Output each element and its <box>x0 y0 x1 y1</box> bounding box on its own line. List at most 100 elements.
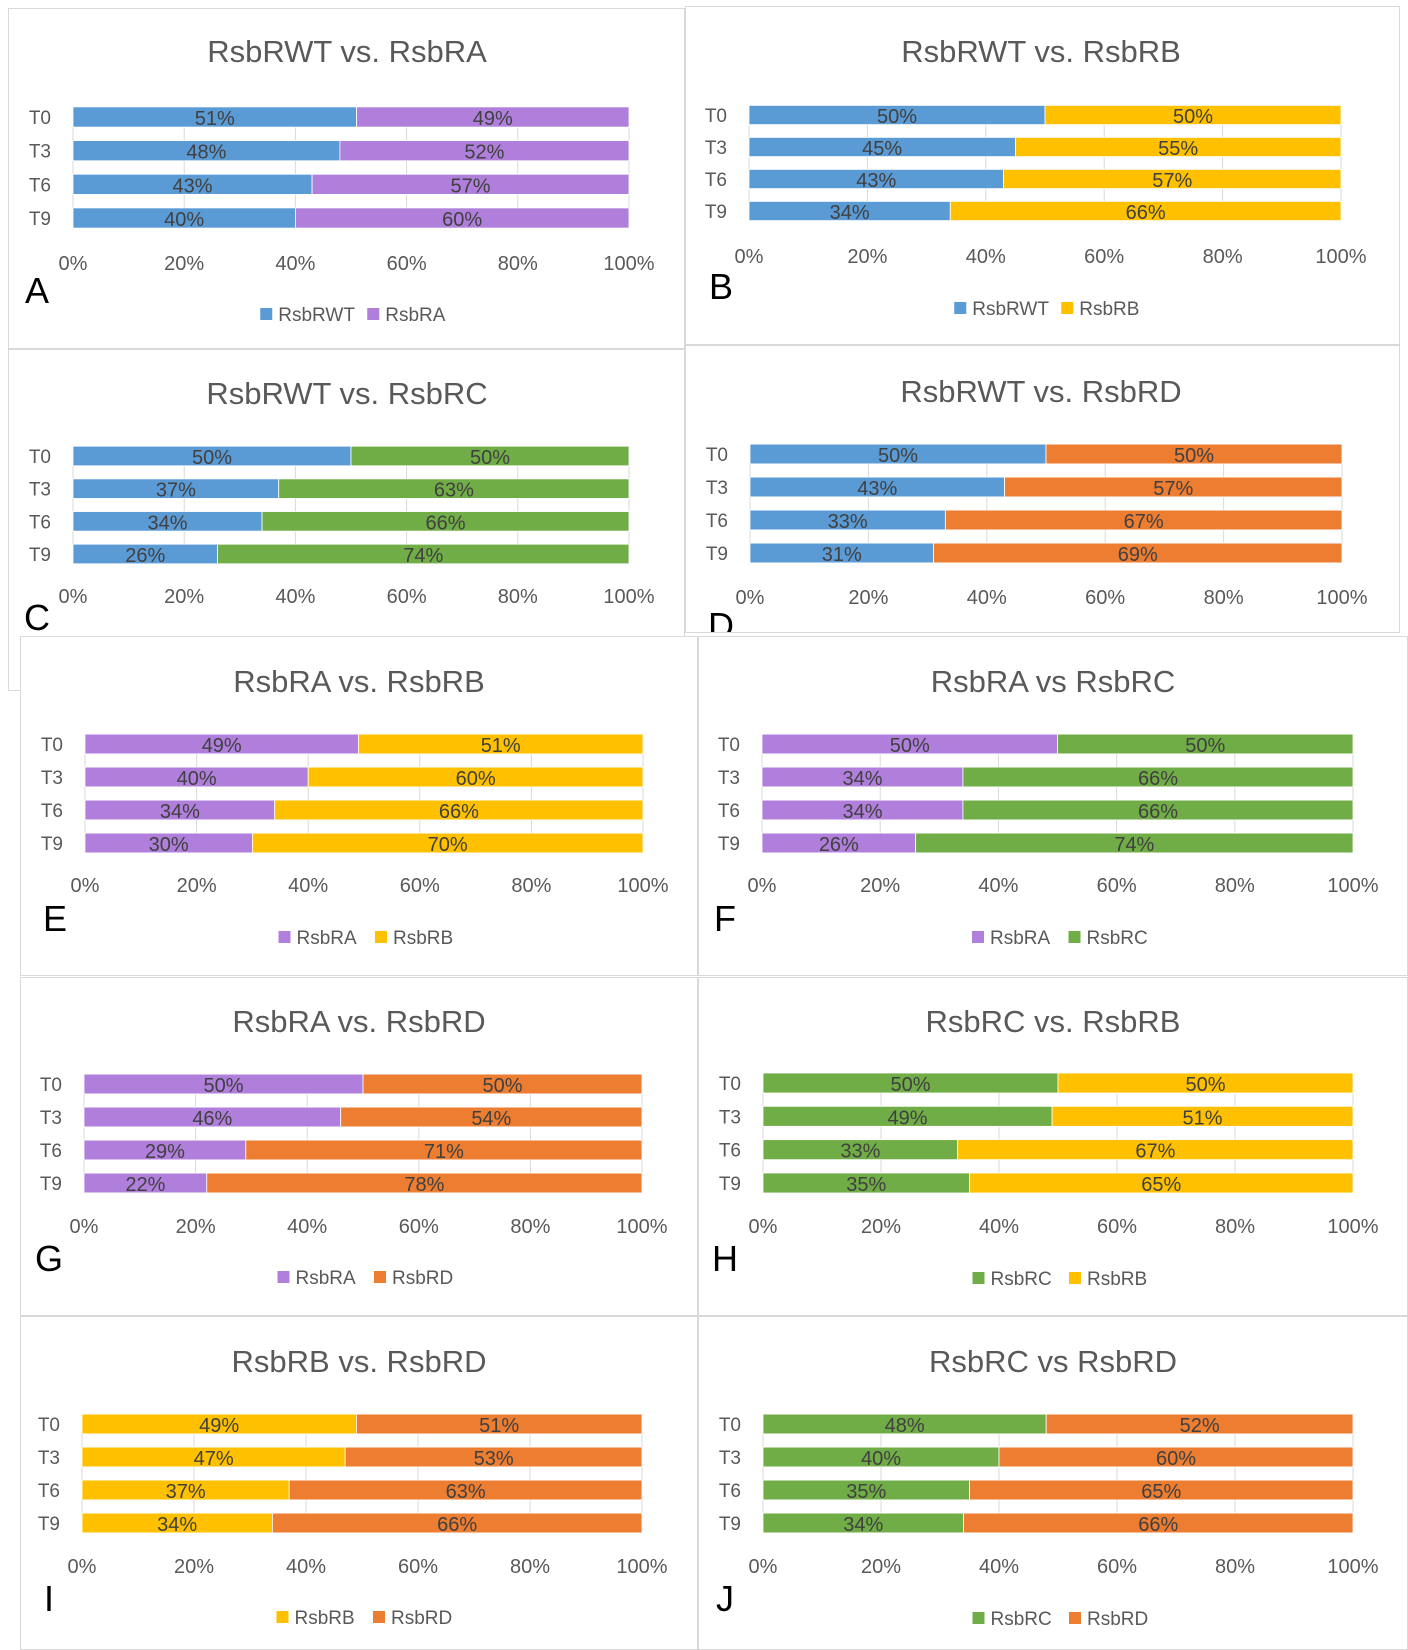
data-label: 43% <box>173 175 213 197</box>
data-label: 43% <box>856 170 896 192</box>
data-label: 34% <box>160 801 200 823</box>
data-label: 34% <box>843 1514 883 1536</box>
bar-rsbrd-t3 <box>998 1446 1354 1468</box>
x-tick-label: 40% <box>288 875 328 897</box>
legend-swatch-rsbrb <box>1069 1272 1081 1284</box>
bar-rsbrd-t9 <box>206 1172 643 1194</box>
data-label: 34% <box>148 512 188 534</box>
bar-rsbrb-t3 <box>1014 136 1342 157</box>
bar-rsbrb-t3 <box>1051 1105 1354 1127</box>
x-tick-label: 60% <box>1085 587 1125 609</box>
y-tick-label: T6 <box>719 1141 741 1162</box>
legend-label: RsbRA <box>385 305 446 326</box>
data-label: 66% <box>1138 1514 1178 1536</box>
data-label: 50% <box>890 1074 930 1096</box>
panel-letter: I <box>44 1578 54 1619</box>
data-label: 31% <box>822 544 862 566</box>
bar-rsbrb-t6 <box>274 799 644 821</box>
y-tick-label: T3 <box>719 1107 741 1128</box>
legend-label: RsbRC <box>1087 928 1148 949</box>
data-label: 78% <box>404 1174 444 1196</box>
bar-rsbrd-t6 <box>245 1139 643 1161</box>
data-label: 50% <box>192 447 232 469</box>
data-label: 51% <box>481 735 521 757</box>
x-tick-label: 0% <box>59 253 88 275</box>
y-tick-label: T9 <box>41 834 63 855</box>
bar-rsbrb-t0 <box>1057 1072 1354 1094</box>
bar-rsbrc-t3 <box>278 478 630 499</box>
data-label: 50% <box>470 447 510 469</box>
data-label: 57% <box>451 175 491 197</box>
chart-title: RsbRWT vs. RsbRC <box>206 376 487 411</box>
y-tick-label: T6 <box>38 1481 60 1502</box>
data-label: 57% <box>1153 478 1193 500</box>
bar-rsbrd-t9 <box>271 1512 643 1534</box>
x-tick-label: 80% <box>510 1216 550 1238</box>
chart-svg: RsbRC vs RsbRD 0% 20% 40% 60% 80% 100% T0 48% 52%… <box>716 1344 1379 1630</box>
data-label: 50% <box>1174 445 1214 467</box>
legend-swatch-rsbra <box>972 931 984 943</box>
x-tick-label: 100% <box>617 875 668 897</box>
data-label: 34% <box>830 202 870 224</box>
x-tick-label: 100% <box>603 253 654 275</box>
x-tick-label: 100% <box>1327 1556 1378 1578</box>
x-tick-label: 100% <box>1316 587 1367 609</box>
chart-panel-c: RsbRWT vs. RsbRC 0% 20% 40% 60% 80% 100% T0 50% 5… <box>8 349 685 691</box>
bar-rsbrb-t3 <box>307 766 644 788</box>
bar-rsbrd-t9 <box>963 1512 1354 1534</box>
x-tick-label: 0% <box>70 1216 99 1238</box>
chart-svg: RsbRWT vs. RsbRC 0% 20% 40% 60% 80% 100% T0 50% 5… <box>24 376 655 638</box>
data-label: 53% <box>474 1448 514 1470</box>
y-tick-label: T6 <box>718 801 740 822</box>
bar-rsbrc-t0 <box>1057 733 1354 755</box>
x-tick-label: 40% <box>978 875 1018 897</box>
data-label: 66% <box>1138 801 1178 823</box>
bar-rsbrd-t3 <box>1004 476 1343 498</box>
y-tick-label: T0 <box>29 108 51 129</box>
y-tick-label: T9 <box>706 544 728 565</box>
chart-panel-i: RsbRB vs. RsbRD 0% 20% 40% 60% 80% 100% T0 49% 51… <box>20 1316 698 1650</box>
bar-rsbrd-t9 <box>933 542 1343 564</box>
data-label: 51% <box>1183 1107 1223 1129</box>
chart-panel-e: RsbRA vs. RsbRB 0% 20% 40% 60% 80% 100% T0 49% 51… <box>20 636 698 976</box>
panel-letter: J <box>716 1578 734 1619</box>
legend-swatch-rsbrb <box>276 1611 289 1623</box>
data-label: 63% <box>446 1481 486 1503</box>
data-label: 50% <box>203 1075 243 1097</box>
y-tick-label: T0 <box>40 1075 62 1096</box>
bar-rsbrb-t6 <box>1003 168 1342 189</box>
data-label: 29% <box>145 1141 185 1163</box>
x-tick-label: 80% <box>510 1556 550 1578</box>
bar-rsbrb-t9 <box>969 1172 1354 1194</box>
x-tick-label: 0% <box>71 875 100 897</box>
legend-label: RsbRD <box>392 1268 453 1289</box>
legend-label: RsbRB <box>295 1608 355 1629</box>
chart-panel-a: RsbRWT vs. RsbRA 0% 20% 40% 60% 80% 100% T0 51% 4… <box>8 8 685 349</box>
data-label: 67% <box>1124 511 1164 533</box>
y-tick-label: T0 <box>38 1415 60 1436</box>
data-label: 33% <box>828 511 868 533</box>
data-label: 22% <box>125 1174 165 1196</box>
chart-title: RsbRA vs RsbRC <box>931 664 1176 699</box>
bar-rsbra-t0 <box>356 106 630 128</box>
y-tick-label: T3 <box>29 480 51 501</box>
legend-label: RsbRWT <box>972 299 1049 320</box>
legend-label: RsbRB <box>393 928 453 949</box>
legend-label: RsbRD <box>1087 1609 1148 1630</box>
chart-panel-f: RsbRA vs RsbRC 0% 20% 40% 60% 80% 100% T0 50% 50%… <box>698 636 1408 976</box>
bar-rsbrd-t0 <box>1045 443 1343 465</box>
chart-svg: RsbRB vs. RsbRD 0% 20% 40% 60% 80% 100% T0 49% 51… <box>38 1344 668 1629</box>
x-tick-label: 0% <box>735 246 764 268</box>
data-label: 70% <box>428 834 468 856</box>
bar-rsbrd-t3 <box>344 1446 643 1468</box>
chart-title: RsbRA vs. RsbRD <box>232 1004 485 1039</box>
data-label: 50% <box>890 735 930 757</box>
legend-label: RsbRC <box>991 1609 1052 1630</box>
bar-rsbrb-t9 <box>949 200 1342 221</box>
legend-swatch-rsbrc <box>1068 931 1081 943</box>
chart-title: RsbRWT vs. RsbRD <box>900 374 1181 409</box>
y-tick-label: T6 <box>705 170 727 191</box>
legend-swatch-rsbrc <box>972 1272 985 1284</box>
chart-panel-j: RsbRC vs RsbRD 0% 20% 40% 60% 80% 100% T0 48% 52%… <box>698 1316 1408 1650</box>
data-label: 49% <box>473 108 513 130</box>
